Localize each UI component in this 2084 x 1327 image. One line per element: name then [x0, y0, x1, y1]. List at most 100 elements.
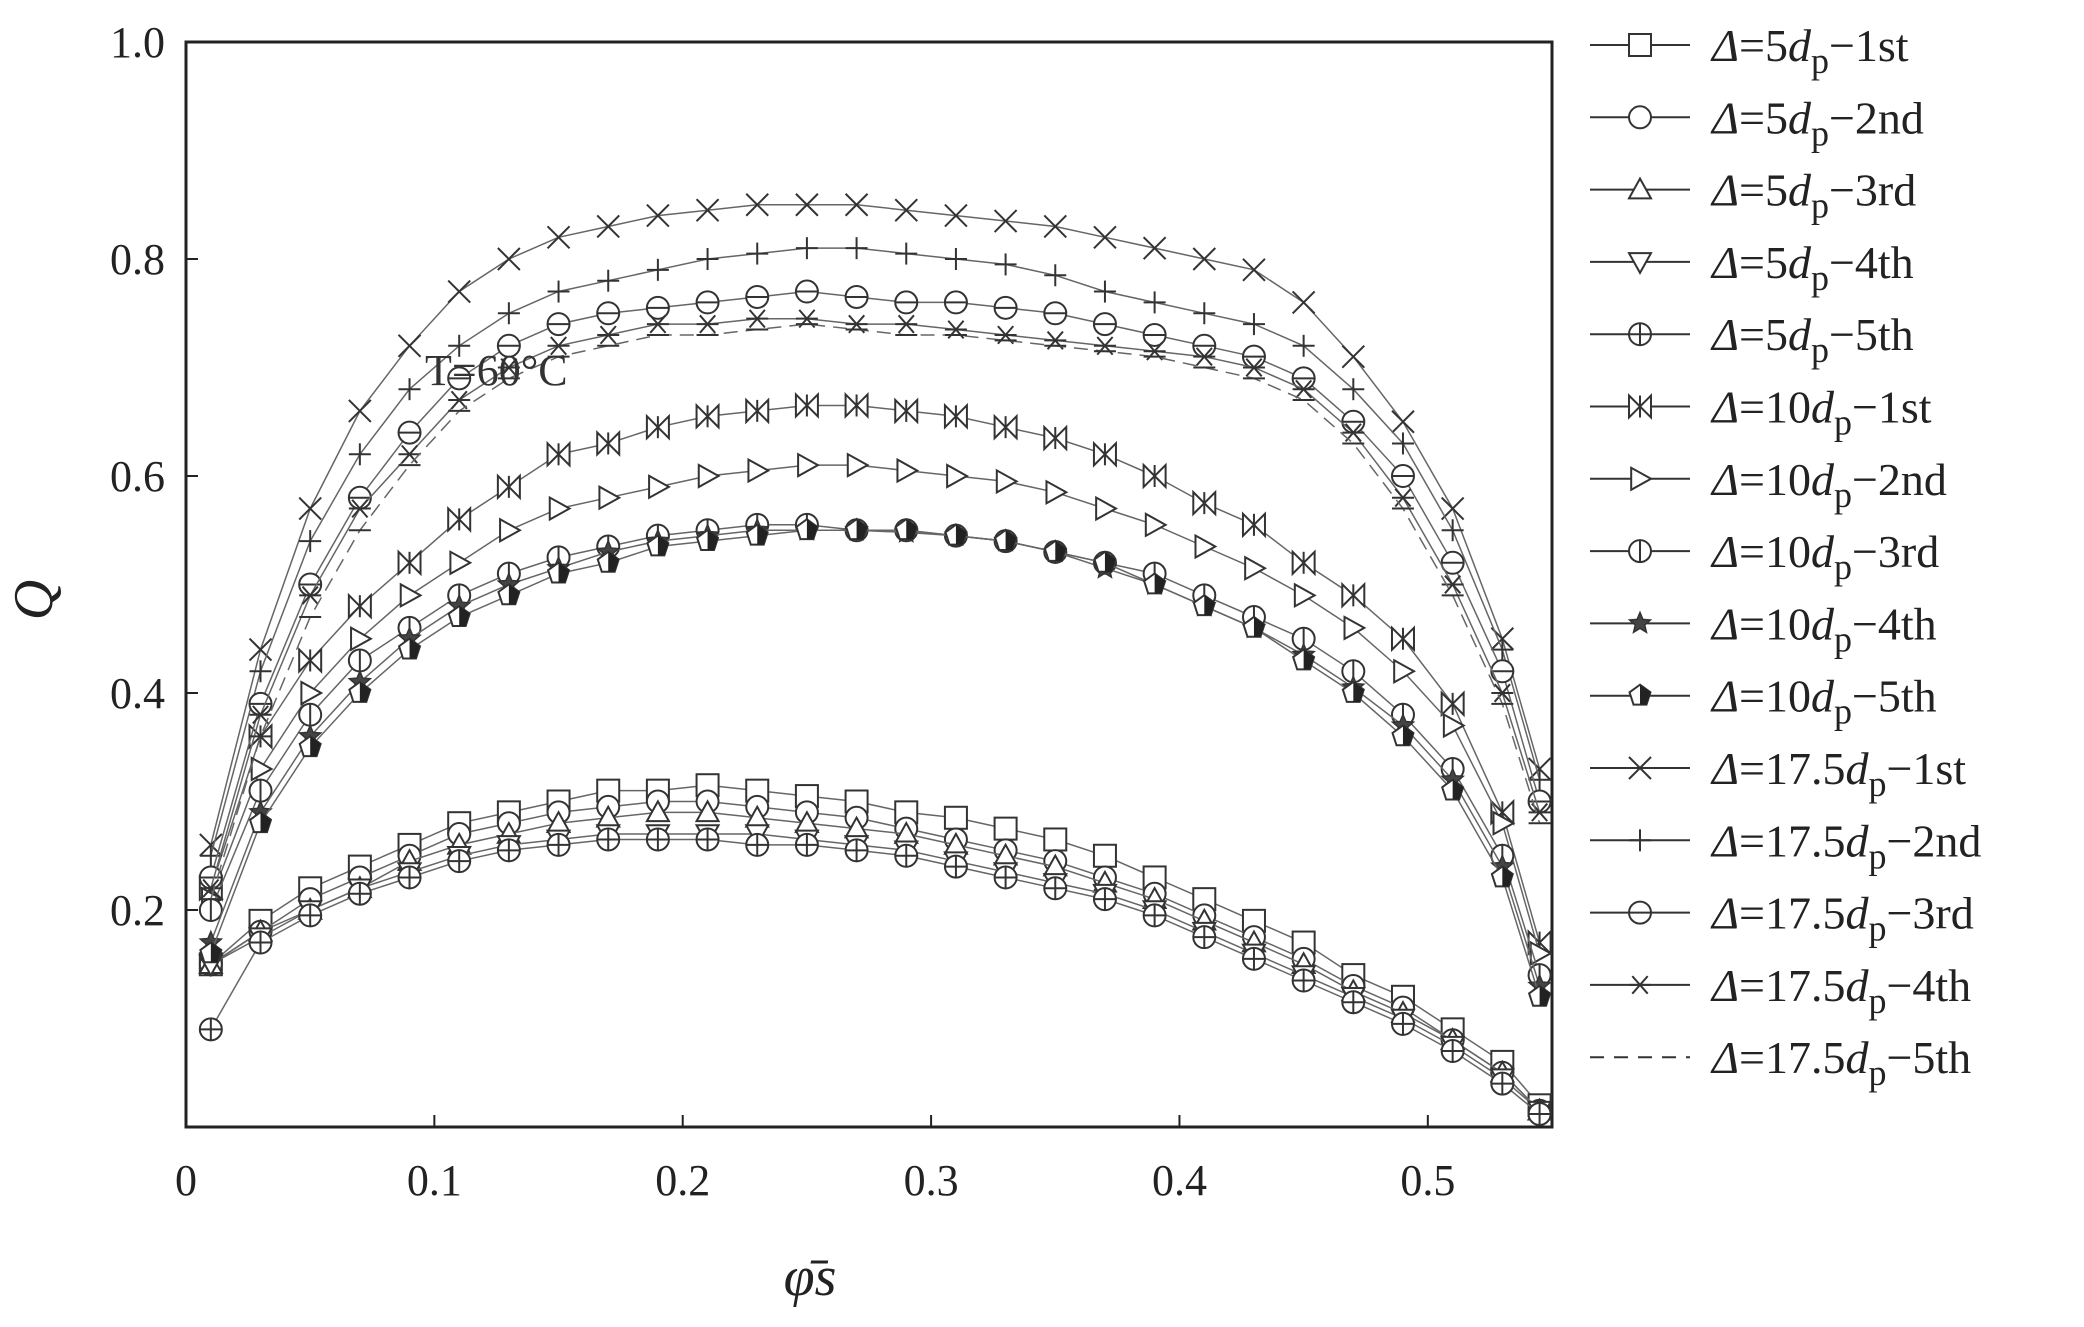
data-point — [497, 302, 520, 325]
data-point — [1244, 555, 1268, 581]
data-point — [249, 705, 272, 725]
data-point — [1490, 865, 1514, 888]
data-point — [1440, 550, 1465, 575]
data-point — [397, 334, 422, 358]
data-point — [198, 898, 223, 922]
legend-entry: Δ=10dp−2nd — [1590, 454, 1947, 515]
legend-entry: Δ=10dp−3rd — [1590, 526, 1939, 587]
data-point — [546, 225, 571, 250]
data-point — [1093, 550, 1117, 573]
data-point — [994, 253, 1017, 276]
series-line — [210, 290, 1541, 878]
data-point — [695, 528, 720, 551]
data-point — [1193, 302, 1216, 325]
data-point — [596, 430, 621, 457]
data-point — [496, 838, 521, 863]
data-point — [199, 878, 222, 898]
data-point — [1043, 827, 1068, 852]
data-point — [1241, 946, 1266, 971]
series-12 — [199, 237, 1551, 867]
data-point — [1291, 968, 1316, 993]
data-point — [348, 499, 371, 519]
legend-marker — [1627, 176, 1653, 200]
legend-marker — [1628, 33, 1652, 57]
data-point — [1143, 291, 1166, 314]
data-point — [745, 397, 770, 425]
data-point — [1527, 1101, 1552, 1126]
data-point — [645, 827, 670, 852]
series-7 — [201, 452, 1553, 967]
data-point — [1441, 575, 1464, 594]
data-point — [250, 756, 274, 782]
data-point — [993, 528, 1018, 551]
data-point — [1242, 358, 1265, 377]
data-point — [795, 193, 819, 217]
data-point — [646, 203, 670, 228]
legend-label: Δ=5dp−2nd — [1710, 92, 1924, 153]
data-point — [993, 209, 1018, 233]
legend-entry: Δ=5dp−2nd — [1590, 92, 1924, 153]
data-point — [894, 290, 919, 315]
data-point — [1341, 680, 1365, 703]
legend-marker — [1628, 322, 1652, 347]
legend-entry: Δ=5dp−4th — [1590, 237, 1914, 298]
data-point — [1144, 512, 1168, 538]
data-point — [248, 810, 273, 834]
data-point — [1142, 903, 1167, 928]
data-point — [944, 248, 967, 270]
data-point — [1442, 712, 1466, 739]
data-point — [1045, 479, 1069, 505]
data-point — [497, 583, 521, 606]
data-point — [646, 314, 669, 334]
data-point — [1440, 1039, 1465, 1064]
data-point — [248, 778, 273, 803]
legend-entry: Δ=10dp−5th — [1590, 671, 1937, 732]
data-point — [497, 358, 520, 377]
data-point — [300, 680, 324, 706]
data-point — [447, 279, 471, 304]
data-point — [1391, 432, 1414, 455]
series-11 — [199, 193, 1552, 857]
data-point — [597, 325, 620, 345]
legend-label: Δ=10dp−4th — [1710, 598, 1937, 659]
legend-entry: Δ=17.5dp−1st — [1590, 743, 1966, 804]
data-point — [1043, 301, 1068, 326]
data-point — [1391, 410, 1415, 434]
data-point — [199, 844, 222, 867]
y-tick-label: 0.4 — [110, 669, 165, 718]
legend-entry: Δ=17.5dp−2nd — [1590, 815, 1981, 876]
y-tick-label: 0.2 — [110, 886, 165, 935]
data-point — [598, 485, 622, 511]
data-point — [198, 865, 223, 890]
data-point — [1291, 290, 1316, 315]
data-point — [1391, 488, 1414, 508]
data-point — [695, 198, 720, 222]
data-point — [943, 805, 968, 830]
annotation-label: T=60°C — [425, 346, 568, 395]
data-point — [1293, 582, 1317, 609]
data-point — [1142, 462, 1167, 490]
data-point — [347, 592, 372, 620]
data-point — [944, 523, 968, 546]
legend-label: Δ=5dp−4th — [1710, 237, 1914, 298]
series-line — [210, 404, 1541, 943]
legend-label: Δ=5dp−5th — [1710, 309, 1914, 370]
legend-label: Δ=10dp−1st — [1710, 382, 1932, 443]
data-point — [646, 258, 669, 281]
data-point — [548, 495, 572, 522]
data-point — [993, 295, 1018, 320]
legend-marker — [1629, 975, 1651, 995]
data-point — [896, 457, 920, 484]
series-line — [210, 464, 1541, 954]
data-point — [1440, 496, 1465, 521]
data-point — [1291, 648, 1316, 671]
data-point — [1291, 549, 1316, 577]
data-point — [995, 468, 1019, 495]
series-5 — [198, 827, 1552, 1126]
data-point — [299, 585, 322, 605]
data-point — [1440, 690, 1465, 718]
data-point — [696, 248, 719, 270]
data-point — [447, 849, 472, 874]
data-point — [398, 444, 421, 464]
data-point — [496, 473, 521, 501]
